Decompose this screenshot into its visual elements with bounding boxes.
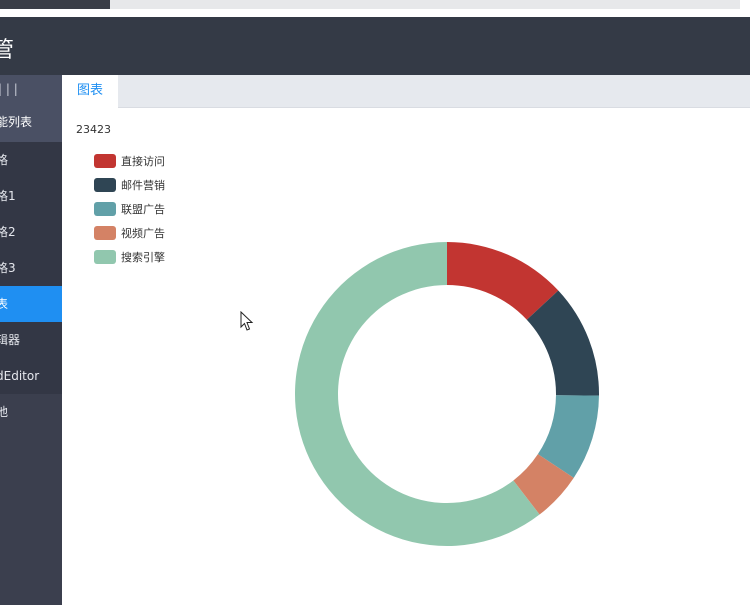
donut-slice[interactable] bbox=[513, 454, 574, 515]
sidebar-item-label: 格2 bbox=[0, 225, 16, 239]
sidebar-item-label: 他 bbox=[0, 405, 9, 419]
sidebar-item-label: 格1 bbox=[0, 189, 16, 203]
top-strip-dark bbox=[0, 0, 110, 9]
legend-swatch[interactable] bbox=[94, 202, 116, 216]
donut-slice[interactable] bbox=[537, 395, 599, 478]
sidebar-item-table[interactable]: 格 bbox=[0, 142, 62, 178]
legend-label[interactable]: 视频广告 bbox=[121, 226, 165, 240]
sidebar-item-label: 辑器 bbox=[0, 333, 21, 347]
legend-label[interactable]: 直接访问 bbox=[121, 154, 165, 168]
donut-slice[interactable] bbox=[526, 290, 599, 396]
top-strip-light bbox=[110, 0, 740, 9]
legend-label[interactable]: 搜索引擎 bbox=[121, 250, 165, 264]
legend-label[interactable]: 邮件营销 bbox=[121, 178, 165, 192]
app-header: 管 bbox=[0, 17, 750, 75]
sidebar-item-label: 格 bbox=[0, 153, 9, 167]
sidebar-item-table-3[interactable]: 格3 bbox=[0, 250, 62, 286]
tab-bar: 图表 bbox=[62, 75, 750, 108]
sidebar-item-markdown-editor[interactable]: dEditor bbox=[0, 358, 62, 394]
sidebar-item-label: 格3 bbox=[0, 261, 16, 275]
donut-slice[interactable] bbox=[295, 242, 540, 547]
legend-swatch[interactable] bbox=[94, 226, 116, 240]
sidebar: | | | 能列表 格 格1 格2 格3 表 辑器 dEditor 他 bbox=[0, 75, 62, 605]
sidebar-item-editor[interactable]: 辑器 bbox=[0, 322, 62, 358]
header-title: 管 bbox=[0, 38, 15, 63]
page-number-text: 23423 bbox=[76, 123, 111, 136]
sidebar-group-function-list[interactable]: 能列表 bbox=[0, 103, 62, 142]
donut-slice[interactable] bbox=[447, 242, 559, 320]
sidebar-item-chart[interactable]: 表 bbox=[0, 286, 62, 322]
legend-swatch[interactable] bbox=[94, 178, 116, 192]
mouse-cursor-icon bbox=[240, 311, 254, 331]
sidebar-item-table-2[interactable]: 格2 bbox=[0, 214, 62, 250]
sidebar-item-label: 表 bbox=[0, 297, 9, 311]
sidebar-item-label: dEditor bbox=[0, 369, 40, 383]
sidebar-item-other[interactable]: 他 bbox=[0, 394, 62, 430]
sidebar-toggle-label: | | | bbox=[0, 82, 18, 96]
legend-label[interactable]: 联盟广告 bbox=[121, 203, 165, 216]
sidebar-item-table-1[interactable]: 格1 bbox=[0, 178, 62, 214]
sidebar-collapse-toggle[interactable]: | | | bbox=[0, 75, 62, 103]
legend-swatch[interactable] bbox=[94, 154, 116, 168]
sidebar-group-label: 能列表 bbox=[0, 115, 33, 129]
top-window-strip bbox=[0, 0, 750, 17]
legend-swatch[interactable] bbox=[94, 250, 116, 264]
tab-chart[interactable]: 图表 bbox=[62, 75, 118, 108]
